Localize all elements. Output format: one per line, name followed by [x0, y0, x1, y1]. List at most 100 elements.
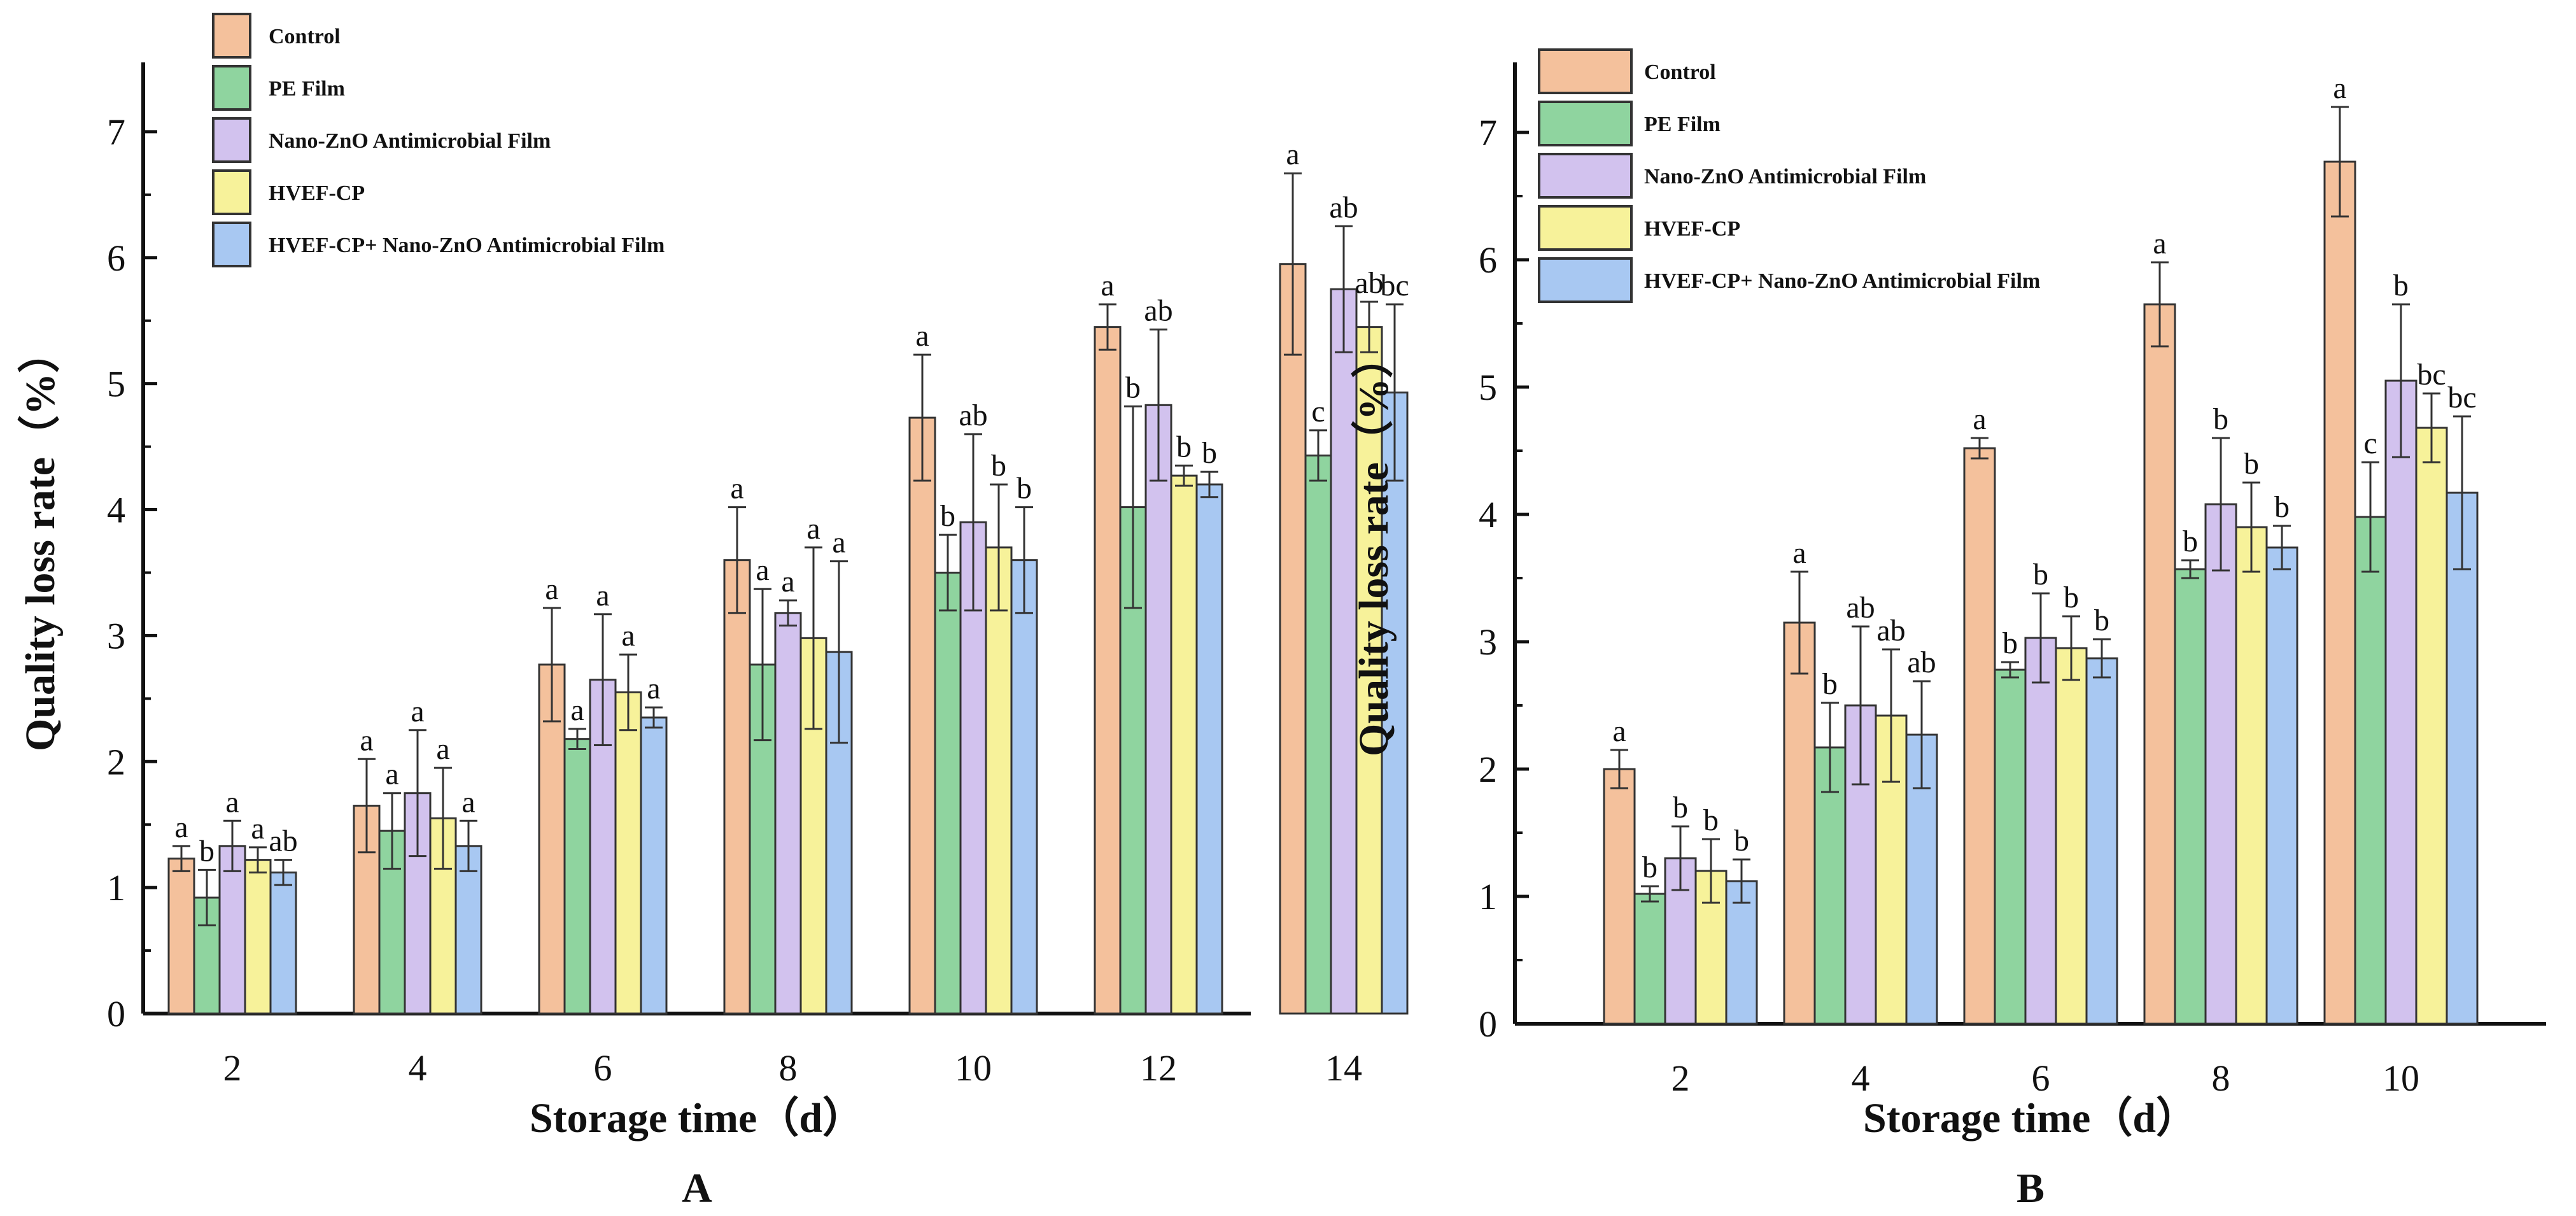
- significance-label: a: [570, 693, 584, 727]
- significance-label: ab: [1144, 294, 1172, 328]
- y-tick-label: 7: [1479, 112, 1497, 153]
- significance-label: b: [2213, 402, 2228, 436]
- bar: [167, 858, 195, 1015]
- x-tick-label: 6: [2032, 1057, 2050, 1099]
- significance-label: a: [385, 758, 398, 791]
- legend-label: Control: [1644, 60, 1716, 84]
- y-tick-label: 6: [1479, 239, 1497, 281]
- bar: [2323, 160, 2356, 1025]
- significance-label: a: [251, 812, 264, 845]
- y-tick-label: 7: [107, 111, 125, 153]
- bar: [1381, 392, 1409, 1015]
- y-tick-label: 4: [107, 490, 125, 531]
- legend-label: Nano-ZnO Antimicrobial Film: [269, 129, 551, 153]
- significance-label: a: [360, 723, 373, 757]
- bar: [244, 859, 272, 1015]
- legend-swatch: [212, 169, 251, 215]
- significance-label: a: [621, 619, 635, 653]
- bar: [2024, 637, 2057, 1025]
- significance-label: c: [2363, 427, 2377, 460]
- bar: [2235, 526, 2268, 1025]
- significance-label: ab: [1329, 190, 1358, 224]
- legend-swatch: [212, 222, 251, 267]
- significance-label: ab: [1876, 614, 1905, 647]
- significance-label: a: [915, 319, 929, 353]
- significance-label: b: [2002, 626, 2018, 660]
- legend-label: HVEF-CP+ Nano-ZnO Antimicrobial Film: [269, 234, 665, 257]
- significance-label: ab: [1846, 591, 1875, 625]
- bar: [1170, 474, 1198, 1015]
- legend-label: Nano-ZnO Antimicrobial Film: [1644, 165, 1926, 188]
- significance-label: b: [1642, 851, 1658, 884]
- legend-swatch: [1538, 257, 1633, 303]
- significance-label: a: [806, 512, 820, 546]
- x-tick-label: 6: [594, 1047, 612, 1089]
- panel-label: A: [682, 1165, 712, 1212]
- significance-label: b: [2094, 604, 2109, 637]
- significance-label: a: [647, 672, 660, 705]
- significance-label: a: [832, 526, 845, 560]
- bar: [454, 845, 482, 1015]
- significance-label: b: [1017, 472, 1032, 505]
- x-tick-label: 14: [1325, 1047, 1362, 1089]
- y-tick-label: 5: [1479, 367, 1497, 408]
- y-axis-title: Quality loss rate（%）: [17, 331, 64, 751]
- x-axis-title: Storage time（d）: [530, 1094, 864, 1142]
- y-tick-label: 3: [1479, 621, 1497, 663]
- panel-label: B: [2016, 1165, 2045, 1212]
- y-tick-label: 4: [1479, 494, 1497, 535]
- y-tick-label: 5: [107, 364, 125, 405]
- legend-swatch: [212, 13, 251, 59]
- bar: [2055, 647, 2088, 1025]
- y-tick-label: 6: [107, 237, 125, 279]
- bar: [934, 571, 962, 1015]
- bar: [2415, 427, 2448, 1025]
- significance-label: b: [2393, 269, 2409, 302]
- significance-label: bc: [1380, 269, 1409, 302]
- bar: [1783, 621, 1816, 1025]
- significance-label: b: [1673, 791, 1688, 824]
- bar: [2354, 516, 2387, 1025]
- significance-label: a: [1612, 714, 1626, 748]
- significance-label: bc: [2417, 358, 2446, 392]
- significance-label: a: [411, 695, 424, 728]
- bar: [2204, 503, 2237, 1025]
- legend-label: Control: [269, 25, 341, 48]
- y-tick-label: 1: [1479, 876, 1497, 917]
- y-tick-label: 0: [107, 993, 125, 1035]
- legend-swatch: [1538, 48, 1633, 94]
- bar: [908, 416, 936, 1015]
- bar: [563, 738, 591, 1015]
- significance-label: ab: [269, 824, 297, 858]
- bar: [1304, 454, 1332, 1015]
- y-tick-label: 1: [107, 867, 125, 908]
- bar: [2143, 303, 2176, 1025]
- x-tick-label: 8: [2212, 1057, 2230, 1099]
- bar: [614, 691, 642, 1015]
- significance-label: ab: [1907, 646, 1936, 679]
- bar: [2174, 568, 2207, 1025]
- significance-label: b: [2274, 490, 2290, 524]
- bar: [2446, 491, 2479, 1025]
- legend-swatch: [1538, 101, 1633, 146]
- y-tick-label: 2: [107, 741, 125, 782]
- x-tick-label: 2: [223, 1047, 242, 1089]
- bar: [1195, 483, 1223, 1015]
- significance-label: a: [545, 572, 558, 606]
- bar: [1144, 404, 1172, 1015]
- x-tick-label: 10: [2382, 1057, 2419, 1099]
- significance-label: a: [1792, 536, 1806, 570]
- legend: Control PE Film Nano-ZnO Antimicrobial Fil…: [1538, 48, 2040, 303]
- significance-label: b: [1703, 803, 1719, 837]
- legend-swatch: [1538, 205, 1633, 251]
- x-tick-label: 8: [779, 1047, 798, 1089]
- bar: [2384, 379, 2418, 1025]
- legend-swatch: [212, 65, 251, 111]
- significance-label: a: [730, 472, 743, 505]
- significance-label: b: [1176, 430, 1192, 463]
- legend-label: PE Film: [1644, 113, 1721, 136]
- significance-label: a: [756, 553, 769, 587]
